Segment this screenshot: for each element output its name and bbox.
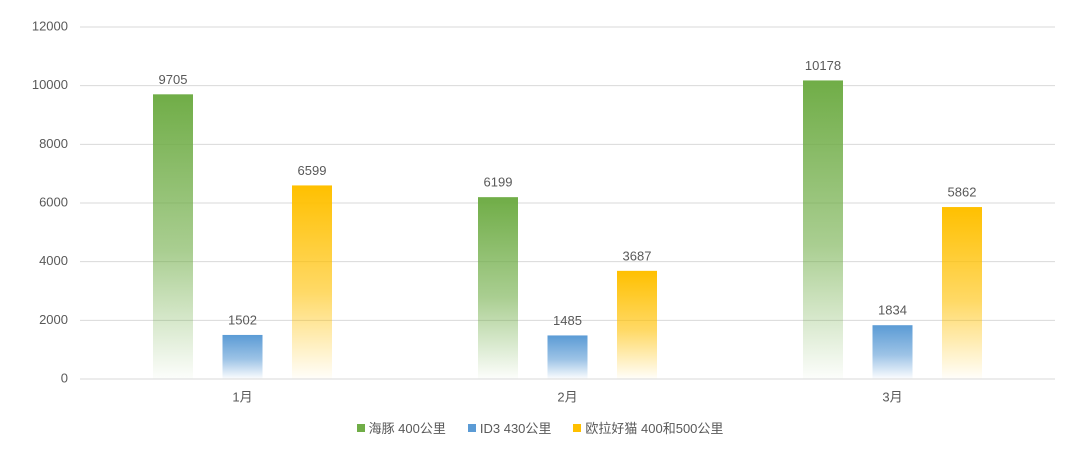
data-label: 1834 (878, 303, 907, 318)
data-label: 5862 (948, 184, 977, 199)
legend-swatch (356, 423, 365, 432)
x-tick-label: 3月 (882, 389, 902, 404)
bar (153, 94, 193, 379)
y-tick-label: 10000 (32, 77, 68, 92)
legend-label: 欧拉好猫 400和500公里 (585, 421, 724, 436)
data-label: 10178 (805, 58, 841, 73)
legend-label: ID3 430公里 (479, 421, 552, 436)
data-label: 6599 (298, 163, 327, 178)
bar (222, 334, 263, 379)
y-tick-label: 12000 (32, 18, 68, 33)
bar (803, 80, 843, 379)
legend-swatch (573, 423, 582, 432)
data-label: 3687 (623, 248, 652, 263)
bar (292, 185, 332, 379)
y-tick-label: 0 (61, 370, 68, 385)
data-label: 9705 (159, 72, 188, 87)
bar (872, 325, 913, 379)
data-label: 1485 (553, 313, 582, 328)
y-tick-label: 2000 (39, 312, 68, 327)
data-label: 1502 (228, 312, 257, 327)
x-tick-label: 1月 (232, 389, 252, 404)
y-tick-label: 4000 (39, 253, 68, 268)
y-tick-label: 6000 (39, 194, 68, 209)
legend-item: 海豚 400公里 (356, 418, 446, 437)
data-label: 6199 (484, 175, 513, 190)
legend-item: ID3 430公里 (467, 418, 552, 437)
x-tick-label: 2月 (557, 389, 577, 404)
bar (478, 197, 518, 379)
legend-item: 欧拉好猫 400和500公里 (573, 418, 723, 437)
bar (942, 207, 982, 379)
legend-label: 海豚 400公里 (368, 421, 446, 436)
bar (617, 270, 657, 379)
bar (547, 335, 588, 379)
legend-swatch (467, 423, 476, 432)
legend: 海豚 400公里 ID3 430公里 欧拉好猫 400和500公里 (0, 418, 1080, 437)
y-tick-label: 8000 (39, 136, 68, 151)
